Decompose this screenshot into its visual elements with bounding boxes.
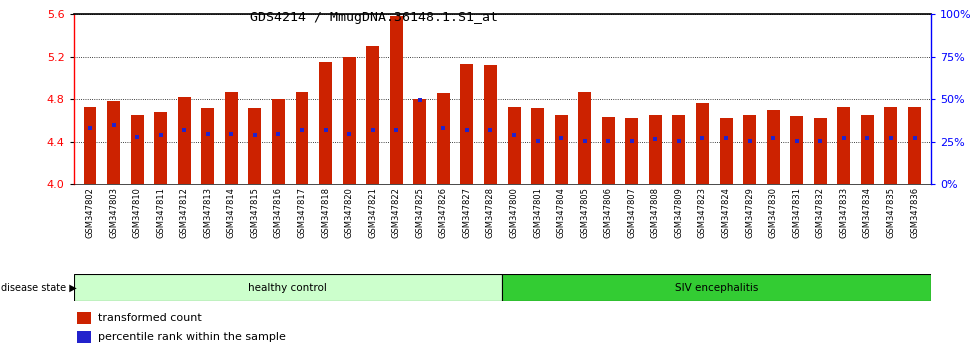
Bar — [83, 107, 96, 184]
Bar — [719, 118, 732, 184]
Text: GSM347834: GSM347834 — [863, 187, 872, 238]
Text: GSM347808: GSM347808 — [651, 187, 660, 238]
Text: GSM347809: GSM347809 — [674, 187, 683, 238]
Text: GSM347815: GSM347815 — [251, 187, 260, 238]
Bar — [885, 107, 898, 184]
Bar — [625, 118, 638, 184]
Text: GSM347812: GSM347812 — [179, 187, 189, 238]
Text: SIV encephalitis: SIV encephalitis — [675, 282, 759, 293]
Text: GSM347821: GSM347821 — [368, 187, 377, 238]
Text: GSM347811: GSM347811 — [156, 187, 166, 238]
Bar — [508, 107, 520, 184]
Text: GSM347827: GSM347827 — [463, 187, 471, 238]
Text: GSM347810: GSM347810 — [132, 187, 141, 238]
Text: GSM347802: GSM347802 — [85, 187, 94, 238]
Bar — [555, 115, 567, 184]
Text: GSM347835: GSM347835 — [887, 187, 896, 238]
Text: GSM347829: GSM347829 — [745, 187, 754, 238]
Bar — [74, 274, 502, 301]
Bar — [461, 64, 473, 184]
Bar — [531, 108, 544, 184]
Text: GSM347830: GSM347830 — [768, 187, 778, 238]
Text: healthy control: healthy control — [249, 282, 327, 293]
Text: GSM347807: GSM347807 — [627, 187, 636, 238]
Bar — [76, 331, 90, 343]
Text: GSM347801: GSM347801 — [533, 187, 542, 238]
Bar — [107, 101, 120, 184]
Bar — [743, 115, 757, 184]
Bar — [319, 62, 332, 184]
Bar — [76, 312, 90, 324]
Bar — [130, 115, 144, 184]
Bar — [578, 92, 591, 184]
Bar — [248, 108, 262, 184]
Bar — [502, 274, 931, 301]
Bar — [649, 115, 662, 184]
Text: GSM347825: GSM347825 — [416, 187, 424, 238]
Text: GSM347822: GSM347822 — [392, 187, 401, 238]
Bar — [790, 116, 804, 184]
Text: disease state ▶: disease state ▶ — [1, 282, 76, 293]
Bar — [343, 57, 356, 184]
Bar — [602, 117, 614, 184]
Text: GSM347833: GSM347833 — [839, 187, 849, 238]
Bar — [908, 107, 921, 184]
Text: GSM347818: GSM347818 — [321, 187, 330, 238]
Text: GSM347824: GSM347824 — [721, 187, 730, 238]
Text: GSM347816: GSM347816 — [274, 187, 283, 238]
Bar — [201, 108, 215, 184]
Text: GSM347828: GSM347828 — [486, 187, 495, 238]
Text: GSM347800: GSM347800 — [510, 187, 518, 238]
Text: GSM347813: GSM347813 — [203, 187, 213, 238]
Text: GSM347836: GSM347836 — [910, 187, 919, 238]
Bar — [177, 97, 191, 184]
Text: GSM347823: GSM347823 — [698, 187, 707, 238]
Text: GSM347814: GSM347814 — [226, 187, 236, 238]
Text: GSM347831: GSM347831 — [792, 187, 802, 238]
Bar — [813, 118, 827, 184]
Bar — [390, 16, 403, 184]
Bar — [296, 92, 309, 184]
Bar — [272, 99, 285, 184]
Bar — [154, 112, 168, 184]
Text: GSM347805: GSM347805 — [580, 187, 589, 238]
Bar — [837, 107, 851, 184]
Text: GSM347804: GSM347804 — [557, 187, 565, 238]
Text: GSM347803: GSM347803 — [109, 187, 118, 238]
Text: transformed count: transformed count — [97, 313, 201, 322]
Text: GDS4214 / MmugDNA.36148.1.S1_at: GDS4214 / MmugDNA.36148.1.S1_at — [250, 11, 498, 24]
Bar — [484, 65, 497, 184]
Text: GSM347817: GSM347817 — [298, 187, 307, 238]
Bar — [224, 92, 238, 184]
Text: GSM347826: GSM347826 — [439, 187, 448, 238]
Text: percentile rank within the sample: percentile rank within the sample — [97, 332, 285, 342]
Bar — [367, 46, 379, 184]
Bar — [672, 115, 685, 184]
Text: GSM347832: GSM347832 — [815, 187, 825, 238]
Bar — [414, 99, 426, 184]
Text: GSM347820: GSM347820 — [345, 187, 354, 238]
Bar — [696, 103, 709, 184]
Bar — [860, 115, 874, 184]
Bar — [766, 110, 780, 184]
Bar — [437, 93, 450, 184]
Text: GSM347806: GSM347806 — [604, 187, 612, 238]
